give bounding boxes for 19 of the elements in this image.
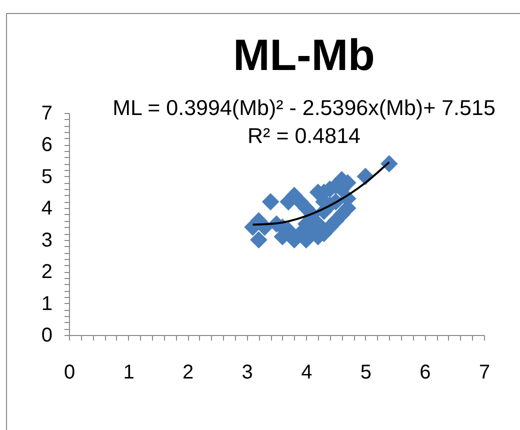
y-tick-label: 6 bbox=[41, 134, 52, 156]
x-tick-label: 0 bbox=[64, 362, 76, 384]
x-tick-label: 5 bbox=[360, 362, 372, 384]
annotation: ML = 0.3994(Mb)² - 2.5396x(Mb)+ 7.515 bbox=[112, 96, 496, 120]
y-tick-label: 0 bbox=[41, 324, 52, 346]
x-tick-label: 2 bbox=[182, 362, 194, 384]
y-tick-label: 5 bbox=[41, 166, 52, 188]
y-tick-label: 7 bbox=[41, 102, 52, 124]
x-tick-label: 3 bbox=[242, 362, 253, 384]
x-tick-label: 7 bbox=[478, 362, 490, 384]
x-tick-label: 6 bbox=[420, 362, 431, 384]
annotation: R² = 0.4814 bbox=[248, 124, 361, 148]
x-tick-label: 4 bbox=[301, 362, 312, 384]
y-tick-label: 3 bbox=[41, 229, 52, 252]
chart-title: ML-Mb bbox=[233, 31, 375, 80]
x-tick-label: 1 bbox=[123, 362, 134, 384]
y-tick-label: 4 bbox=[41, 198, 52, 220]
y-tick-label: 2 bbox=[41, 261, 52, 284]
y-tick-label: 1 bbox=[41, 292, 52, 315]
